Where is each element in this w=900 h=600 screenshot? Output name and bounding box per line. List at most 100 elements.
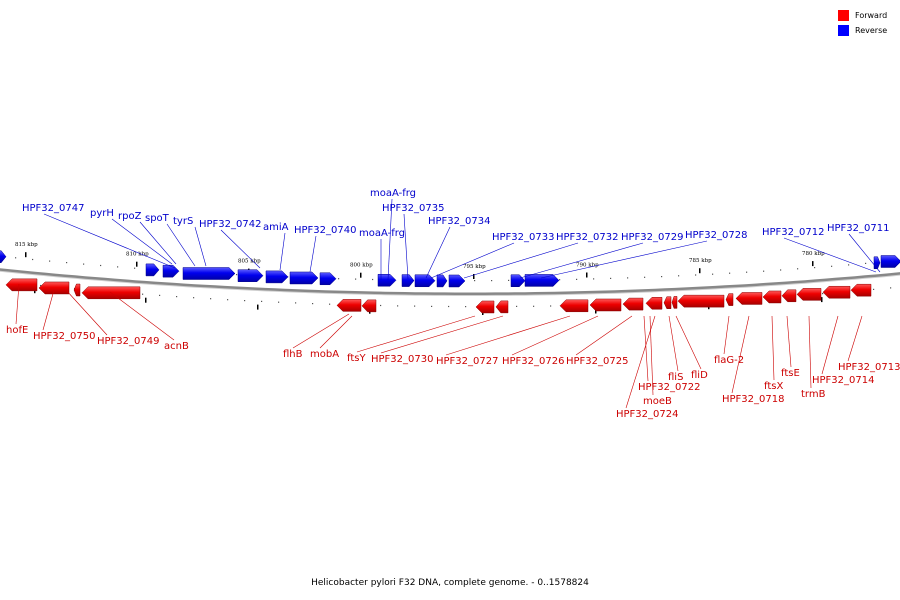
reverse-gene-label: moaA-frg [359, 228, 405, 239]
minor-tick [712, 273, 714, 275]
reverse-gene-leader [309, 235, 317, 273]
forward-gene-arrow [589, 298, 622, 312]
forward-gene-leader [575, 315, 633, 356]
minor-tick [380, 304, 382, 307]
forward-gene-arrow [677, 294, 725, 308]
forward-gene-label: HPF32_0714 [812, 375, 874, 386]
reverse-gene-leader [139, 221, 177, 265]
minor-tick [661, 276, 663, 278]
forward-gene-label: moeB [643, 396, 672, 407]
reverse-gene-label: HPF32_0728 [685, 230, 747, 241]
forward-gene-leader [847, 315, 863, 362]
reverse-gene-leader [463, 242, 579, 279]
forward-gene-label: HPF32_0727 [436, 356, 498, 367]
minor-tick [559, 279, 561, 281]
minor-tick [338, 278, 340, 280]
reverse-gene-label: HPF32_0735 [382, 203, 444, 214]
forward-gene-leader [292, 313, 350, 349]
forward-gene-arrow [336, 299, 362, 312]
forward-gene-leader [511, 315, 599, 356]
forward-gene-label: HPF32_0750 [33, 331, 95, 342]
forward-gene-leader [649, 315, 654, 396]
legend-forward-label: Forward [855, 11, 888, 20]
reverse-gene-leader [430, 242, 515, 279]
forward-gene-label: HPF32_0725 [566, 356, 628, 367]
minor-tick [32, 258, 34, 261]
forward-gene-arrow [645, 297, 663, 310]
forward-gene-label: HPF32_0718 [722, 394, 784, 405]
minor-tick [355, 278, 357, 280]
forward-gene-label: HPF32_0722 [638, 382, 700, 393]
forward-gene-arrow [5, 278, 38, 292]
minor-tick [66, 262, 68, 264]
forward-gene-leader [731, 315, 750, 394]
forward-gene-label: HPF32_0724 [616, 409, 678, 420]
forward-gene-leader [380, 315, 504, 354]
scale-tick-label: 780 kbp [802, 251, 825, 257]
major-tick [812, 261, 814, 267]
forward-gene-leader [42, 289, 55, 331]
reverse-gene-arrow [319, 272, 337, 286]
minor-tick [210, 298, 212, 300]
forward-gene-arrow [671, 296, 678, 309]
reverse-gene-arrow [448, 274, 466, 288]
reverse-gene-label: pyrH [90, 208, 114, 219]
forward-gene-label: fliS [668, 372, 683, 383]
reverse-gene-leader [166, 223, 196, 267]
forward-gene-label: flaG-2 [714, 355, 744, 366]
minor-tick [516, 305, 518, 307]
reverse-gene-label: HPF32_0742 [199, 219, 261, 230]
minor-tick [474, 280, 476, 282]
reverse-gene-label: rpoZ [118, 211, 142, 222]
minor-tick [261, 300, 263, 302]
minor-tick [448, 305, 450, 308]
minor-tick [610, 277, 612, 279]
minor-tick [890, 287, 892, 289]
minor-tick [236, 274, 238, 276]
reverse-gene-leader [279, 232, 286, 271]
forward-gene-arrow [735, 292, 763, 305]
scale-tick-label: 810 kbp [126, 252, 149, 258]
minor-tick [865, 262, 867, 264]
reverse-gene-arrow [436, 274, 448, 288]
forward-gene-leader [445, 315, 571, 356]
forward-gene-label: HPF32_0713 [838, 362, 900, 373]
minor-tick [814, 267, 816, 269]
minor-tick [533, 305, 535, 307]
reverse-gene-label: spoT [145, 213, 170, 224]
major-tick [360, 272, 362, 278]
minor-tick [465, 306, 467, 308]
forward-gene-label: ftsE [781, 368, 800, 379]
legend-reverse-label: Reverse [855, 26, 888, 35]
forward-gene-arrow [361, 299, 377, 313]
backbone-shadow [0, 270, 900, 296]
forward-gene-arrow [559, 299, 589, 313]
forward-gene-arrow [850, 283, 872, 297]
minor-tick [414, 305, 416, 307]
forward-gene-label: HPF32_0730 [371, 354, 433, 365]
scale-tick-label: 805 kbp [238, 259, 261, 265]
forward-gene-label: fliD [691, 370, 708, 381]
reverse-gene-label: HPF32_0734 [428, 216, 490, 227]
minor-tick [142, 293, 144, 295]
minor-tick [329, 303, 331, 305]
forward-gene-label: HPF32_0749 [97, 336, 159, 347]
minor-tick [117, 266, 119, 268]
scale-tick-label: 790 kbp [576, 263, 599, 269]
reverse-gene-leader [519, 242, 644, 279]
minor-tick [159, 294, 161, 296]
legend-forward: Forward [838, 8, 887, 23]
forward-gene-label: hofE [6, 325, 28, 336]
forward-gene-leader [821, 315, 839, 375]
forward-gene-leader [786, 315, 792, 368]
minor-tick [83, 263, 85, 265]
minor-tick [695, 274, 697, 276]
reverse-gene-arrow [0, 250, 7, 263]
minor-tick [193, 297, 195, 299]
reverse-gene-label: moaA-frg [370, 188, 416, 199]
minor-tick [576, 278, 578, 280]
reverse-gene-leader [540, 240, 708, 279]
reverse-gene-arrow [510, 274, 526, 287]
reverse-gene-leader [43, 213, 176, 269]
